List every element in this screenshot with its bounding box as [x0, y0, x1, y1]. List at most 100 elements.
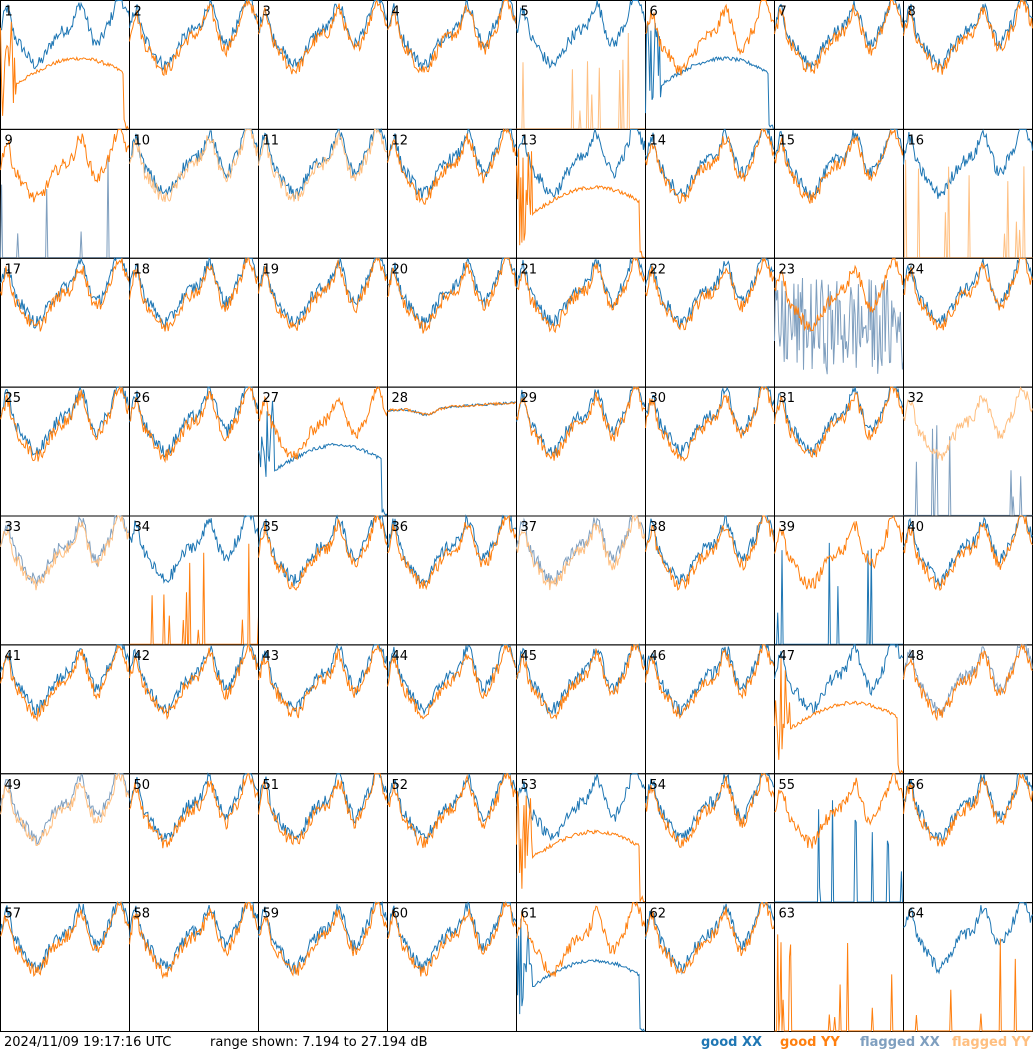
series-yy-good: [516, 256, 646, 334]
panel-label: 47: [779, 649, 796, 664]
panel-frame: [387, 0, 517, 130]
panel-label: 13: [521, 133, 538, 148]
series-xx-good: [645, 385, 775, 458]
series-xx-good: [387, 901, 517, 973]
series-yy-good: [258, 773, 388, 846]
series-yy-good: [0, 385, 130, 462]
series-xx-good: [129, 257, 259, 329]
series-xx-good: [516, 0, 646, 69]
panel-label: 43: [263, 649, 280, 664]
panel-frame: [0, 257, 130, 388]
panel-label: 18: [134, 262, 151, 277]
series-yy-good: [387, 515, 517, 591]
panel-label: 36: [392, 520, 409, 535]
panel-22: 22: [645, 256, 775, 388]
series-yy-flagged: [516, 514, 646, 591]
panel-frame: [645, 0, 775, 130]
legend-good-xx: good XX: [701, 1035, 763, 1050]
panel-label: 14: [650, 133, 667, 148]
panel-57: 57: [0, 900, 130, 1032]
panel-39: 39: [774, 514, 904, 646]
panel-30: 30: [645, 385, 775, 517]
series-yy-good: [903, 643, 1033, 722]
series-yy-flagged: [903, 159, 1033, 259]
series-xx-good: [258, 773, 388, 841]
series-xx-good: [129, 386, 259, 459]
series-xx-good: [903, 773, 1033, 842]
panel-label: 61: [521, 907, 538, 922]
panel-frame: [774, 257, 904, 388]
panel-42: 42: [129, 644, 259, 775]
panel-53: 53: [516, 773, 646, 904]
series-yy-good: [645, 772, 775, 848]
panel-label: 52: [392, 778, 409, 793]
panel-58: 58: [129, 902, 259, 1032]
panel-34: 34: [129, 515, 259, 646]
panel-label: 60: [392, 907, 409, 922]
panel-label: 29: [521, 391, 538, 406]
series-yy-good: [516, 644, 646, 720]
panel-frame: [129, 515, 259, 646]
series-xx-flagged: [774, 277, 904, 375]
panel-12: 12: [387, 127, 517, 259]
panel-frame: [258, 0, 388, 130]
panel-frame: [516, 386, 646, 517]
footer: 2024/11/09 19:17:16 UTC range shown: 7.1…: [0, 1032, 1033, 1053]
series-yy-good: [0, 128, 130, 203]
series-yy-good: [129, 644, 259, 721]
panel-7: 7: [774, 0, 904, 130]
panel-label: 63: [779, 907, 796, 922]
panel-38: 38: [645, 515, 775, 646]
series-yy-good: [903, 0, 1033, 75]
series-yy-good: [387, 257, 517, 334]
series-xx-good: [387, 401, 517, 417]
panel-label: 4: [392, 5, 400, 20]
panel-label: 1: [5, 5, 13, 20]
series-yy-good: [774, 514, 904, 590]
panel-16: 16: [903, 128, 1033, 259]
panel-label: 21: [521, 262, 538, 277]
panel-label: 6: [650, 5, 658, 20]
panel-63: 63: [774, 902, 904, 1032]
panel-46: 46: [645, 644, 775, 775]
panel-17: 17: [0, 256, 130, 388]
series-yy-good: [387, 773, 517, 849]
panel-9: 9: [0, 128, 130, 259]
panel-label: 56: [908, 778, 925, 793]
series-yy-good: [387, 401, 517, 417]
panel-31: 31: [774, 386, 904, 517]
series-xx-good: [774, 644, 904, 714]
series-xx-good: [258, 127, 388, 200]
panel-label: 51: [263, 778, 280, 793]
series-yy-good: [774, 129, 904, 204]
panel-frame: [258, 773, 388, 904]
series-yy-good: [0, 21, 130, 132]
panel-19: 19: [258, 256, 388, 388]
panel-62: 62: [645, 902, 775, 1032]
series-yy-good: [774, 934, 904, 1032]
panel-label: 15: [779, 133, 796, 148]
panel-21: 21: [516, 256, 646, 388]
panel-label: 11: [263, 133, 280, 148]
panel-frame: [0, 902, 130, 1032]
panel-20: 20: [387, 257, 517, 388]
legend-good-yy: good YY: [780, 1035, 840, 1050]
panel-frame: [258, 644, 388, 775]
panel-label: 42: [134, 649, 151, 664]
panel-label: 57: [5, 907, 22, 922]
panel-label: 16: [908, 133, 925, 148]
panel-32: 32: [903, 386, 1033, 517]
series-xx-good: [387, 644, 517, 716]
panel-1: 1: [0, 0, 130, 132]
series-yy-good: [516, 148, 646, 259]
series-yy-good: [645, 386, 775, 462]
panel-33: 33: [0, 515, 130, 646]
series-xx-good: [129, 515, 259, 584]
series-yy-good: [0, 900, 130, 978]
series-xx-good: [903, 901, 1033, 975]
panel-54: 54: [645, 772, 775, 904]
series-xx-flagged: [0, 157, 130, 259]
series-yy-good: [258, 0, 388, 75]
series-xx-good: [258, 0, 388, 69]
